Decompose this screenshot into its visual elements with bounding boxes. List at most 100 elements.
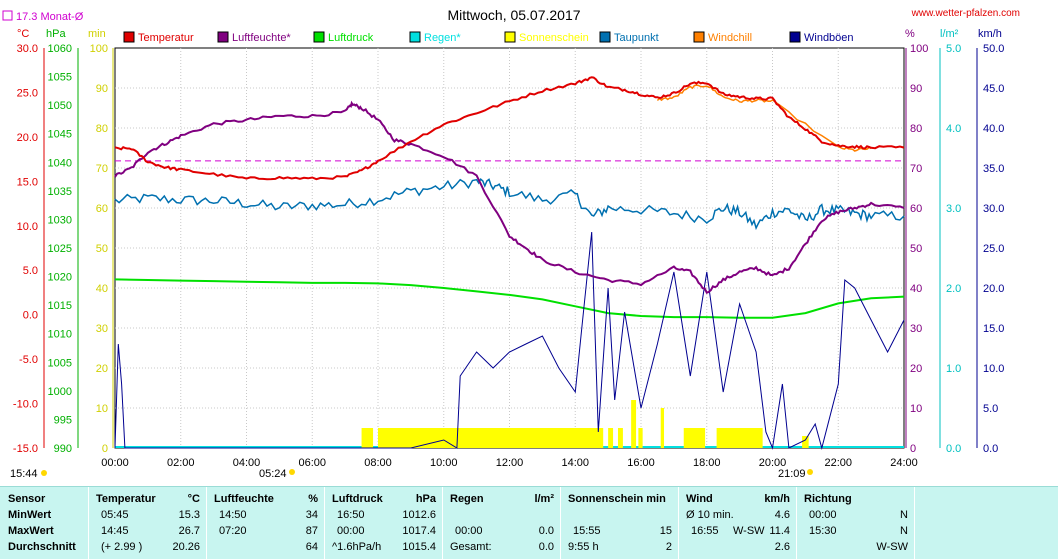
sunshine-bar <box>802 436 809 448</box>
hum-max-time: 07:20 <box>219 525 247 537</box>
unit-kmh: km/h <box>978 28 1002 40</box>
tick-temperature: -15.0 <box>13 443 38 455</box>
tick-humidity: 10 <box>910 403 922 415</box>
tick-temperature: 30.0 <box>17 43 38 55</box>
wind-max-direction: W-SW <box>733 525 765 537</box>
header-sunshine: Sonnenschein min <box>568 493 666 505</box>
dir-avg-value: W-SW <box>876 541 908 553</box>
tick-pressure: 1025 <box>48 243 72 255</box>
tick-time: 12:00 <box>496 457 524 469</box>
website-link[interactable]: www.wetter-pfalzen.com <box>911 8 1020 19</box>
tick-rain: 3.0 <box>946 203 961 215</box>
tick-time: 20:00 <box>759 457 787 469</box>
tick-minutes: 40 <box>96 283 108 295</box>
legend-label: Regen* <box>424 32 461 44</box>
tick-humidity: 40 <box>910 283 922 295</box>
rain-total-value: 0.0 <box>538 541 554 553</box>
sunshine-bar <box>378 428 604 448</box>
hum-min-value: 34 <box>305 509 318 521</box>
sunshine-bar <box>361 428 374 448</box>
legend-swatch <box>693 31 705 43</box>
moonrise-icon <box>41 470 47 476</box>
rain-total-label: Gesamt: <box>450 541 492 553</box>
tick-pressure: 1050 <box>48 100 72 112</box>
press-max-value: 1017.4 <box>402 525 436 537</box>
legend-swatch <box>789 31 801 43</box>
dir-max-time: 15:30 <box>809 525 837 537</box>
unit-celsius: °C <box>17 28 29 40</box>
tick-temperature: -10.0 <box>13 399 38 411</box>
col-empty <box>914 487 1058 560</box>
sunrise-icon <box>289 469 295 475</box>
header-hum-unit: % <box>308 493 318 505</box>
tick-minutes: 0 <box>102 443 108 455</box>
dir-min-time: 00:00 <box>809 509 837 521</box>
legend-swatch <box>409 31 421 43</box>
header-temp-unit: °C <box>187 493 200 505</box>
rain-max-time: 00:00 <box>455 525 483 537</box>
sun-max-value: 15 <box>659 525 672 537</box>
wind-avg10-value: 4.6 <box>774 509 790 521</box>
tick-minutes: 60 <box>96 203 108 215</box>
tick-minutes: 90 <box>96 83 108 95</box>
tick-pressure: 1005 <box>48 357 72 369</box>
tick-wind: 45.0 <box>983 83 1004 95</box>
sunshine-bar <box>638 428 643 448</box>
tick-rain: 5.0 <box>946 43 961 55</box>
temp-max-time: 14:45 <box>101 525 129 537</box>
tick-rain: 0.0 <box>946 443 961 455</box>
legend-swatch <box>123 31 135 43</box>
tick-wind: 25.0 <box>983 243 1004 255</box>
tick-time: 06:00 <box>298 457 326 469</box>
tick-minutes: 10 <box>96 403 108 415</box>
legend-label: Luftfeuchte* <box>232 32 291 44</box>
header-sensor: Sensor <box>8 493 46 505</box>
tick-wind: 10.0 <box>983 363 1004 375</box>
monthly-avg-label: 17.3 Monat-Ø <box>16 11 84 23</box>
legend-label: Taupunkt <box>614 32 659 44</box>
tick-humidity: 20 <box>910 363 922 375</box>
wind-max-value: 11.4 <box>769 525 790 537</box>
tick-pressure: 1060 <box>48 43 72 55</box>
header-wind: Wind <box>686 493 713 505</box>
unit-percent: % <box>905 28 915 40</box>
temp-avg-value: 20.26 <box>172 541 200 553</box>
tick-temperature: 20.0 <box>17 132 38 144</box>
tick-minutes: 50 <box>96 243 108 255</box>
tick-wind: 15.0 <box>983 323 1004 335</box>
tick-rain: 1.0 <box>946 363 961 375</box>
tick-wind: 5.0 <box>983 403 998 415</box>
tick-pressure: 1040 <box>48 157 72 169</box>
press-min-value: 1012.6 <box>402 509 436 521</box>
press-min-time: 16:50 <box>337 509 365 521</box>
col-humidity: Luftfeuchte% 14:50 34 07:20 87 64 <box>206 487 324 560</box>
chart-marks <box>114 76 905 450</box>
tick-wind: 40.0 <box>983 123 1004 135</box>
tick-humidity: 80 <box>910 123 922 135</box>
tick-minutes: 20 <box>96 363 108 375</box>
header-pressure: Luftdruck <box>332 493 383 505</box>
series-luftfeuchte <box>114 100 905 294</box>
header-temperature: Temperatur <box>96 493 156 505</box>
sun-max-time: 15:55 <box>573 525 601 537</box>
tick-pressure: 995 <box>54 414 72 426</box>
tick-temperature: -5.0 <box>19 354 38 366</box>
sunset-time: 21:09 <box>778 468 806 480</box>
monthly-avg-swatch <box>2 10 13 21</box>
header-direction: Richtung <box>804 493 852 505</box>
header-rain: Regen <box>450 493 484 505</box>
sunrise-time: 05:24 <box>259 468 287 480</box>
col-sunshine: Sonnenschein min 15:55 15 9:55 h 2 <box>560 487 678 560</box>
chart-legend: Temperatur Luftfeuchte* Luftdruck Regen* Son… <box>123 31 854 44</box>
tick-pressure: 1010 <box>48 329 72 341</box>
row-label-min: MinWert <box>8 509 52 521</box>
legend-label: Temperatur <box>138 32 194 44</box>
tick-wind: 0.0 <box>983 443 998 455</box>
sunshine-bar <box>617 428 623 448</box>
dir-max-value: N <box>900 525 908 537</box>
sunshine-bar <box>608 428 614 448</box>
tick-time: 08:00 <box>364 457 392 469</box>
tick-rain: 4.0 <box>946 123 961 135</box>
col-direction: Richtung 00:00 N 15:30 N W-SW <box>796 487 914 560</box>
tick-time: 04:00 <box>233 457 261 469</box>
